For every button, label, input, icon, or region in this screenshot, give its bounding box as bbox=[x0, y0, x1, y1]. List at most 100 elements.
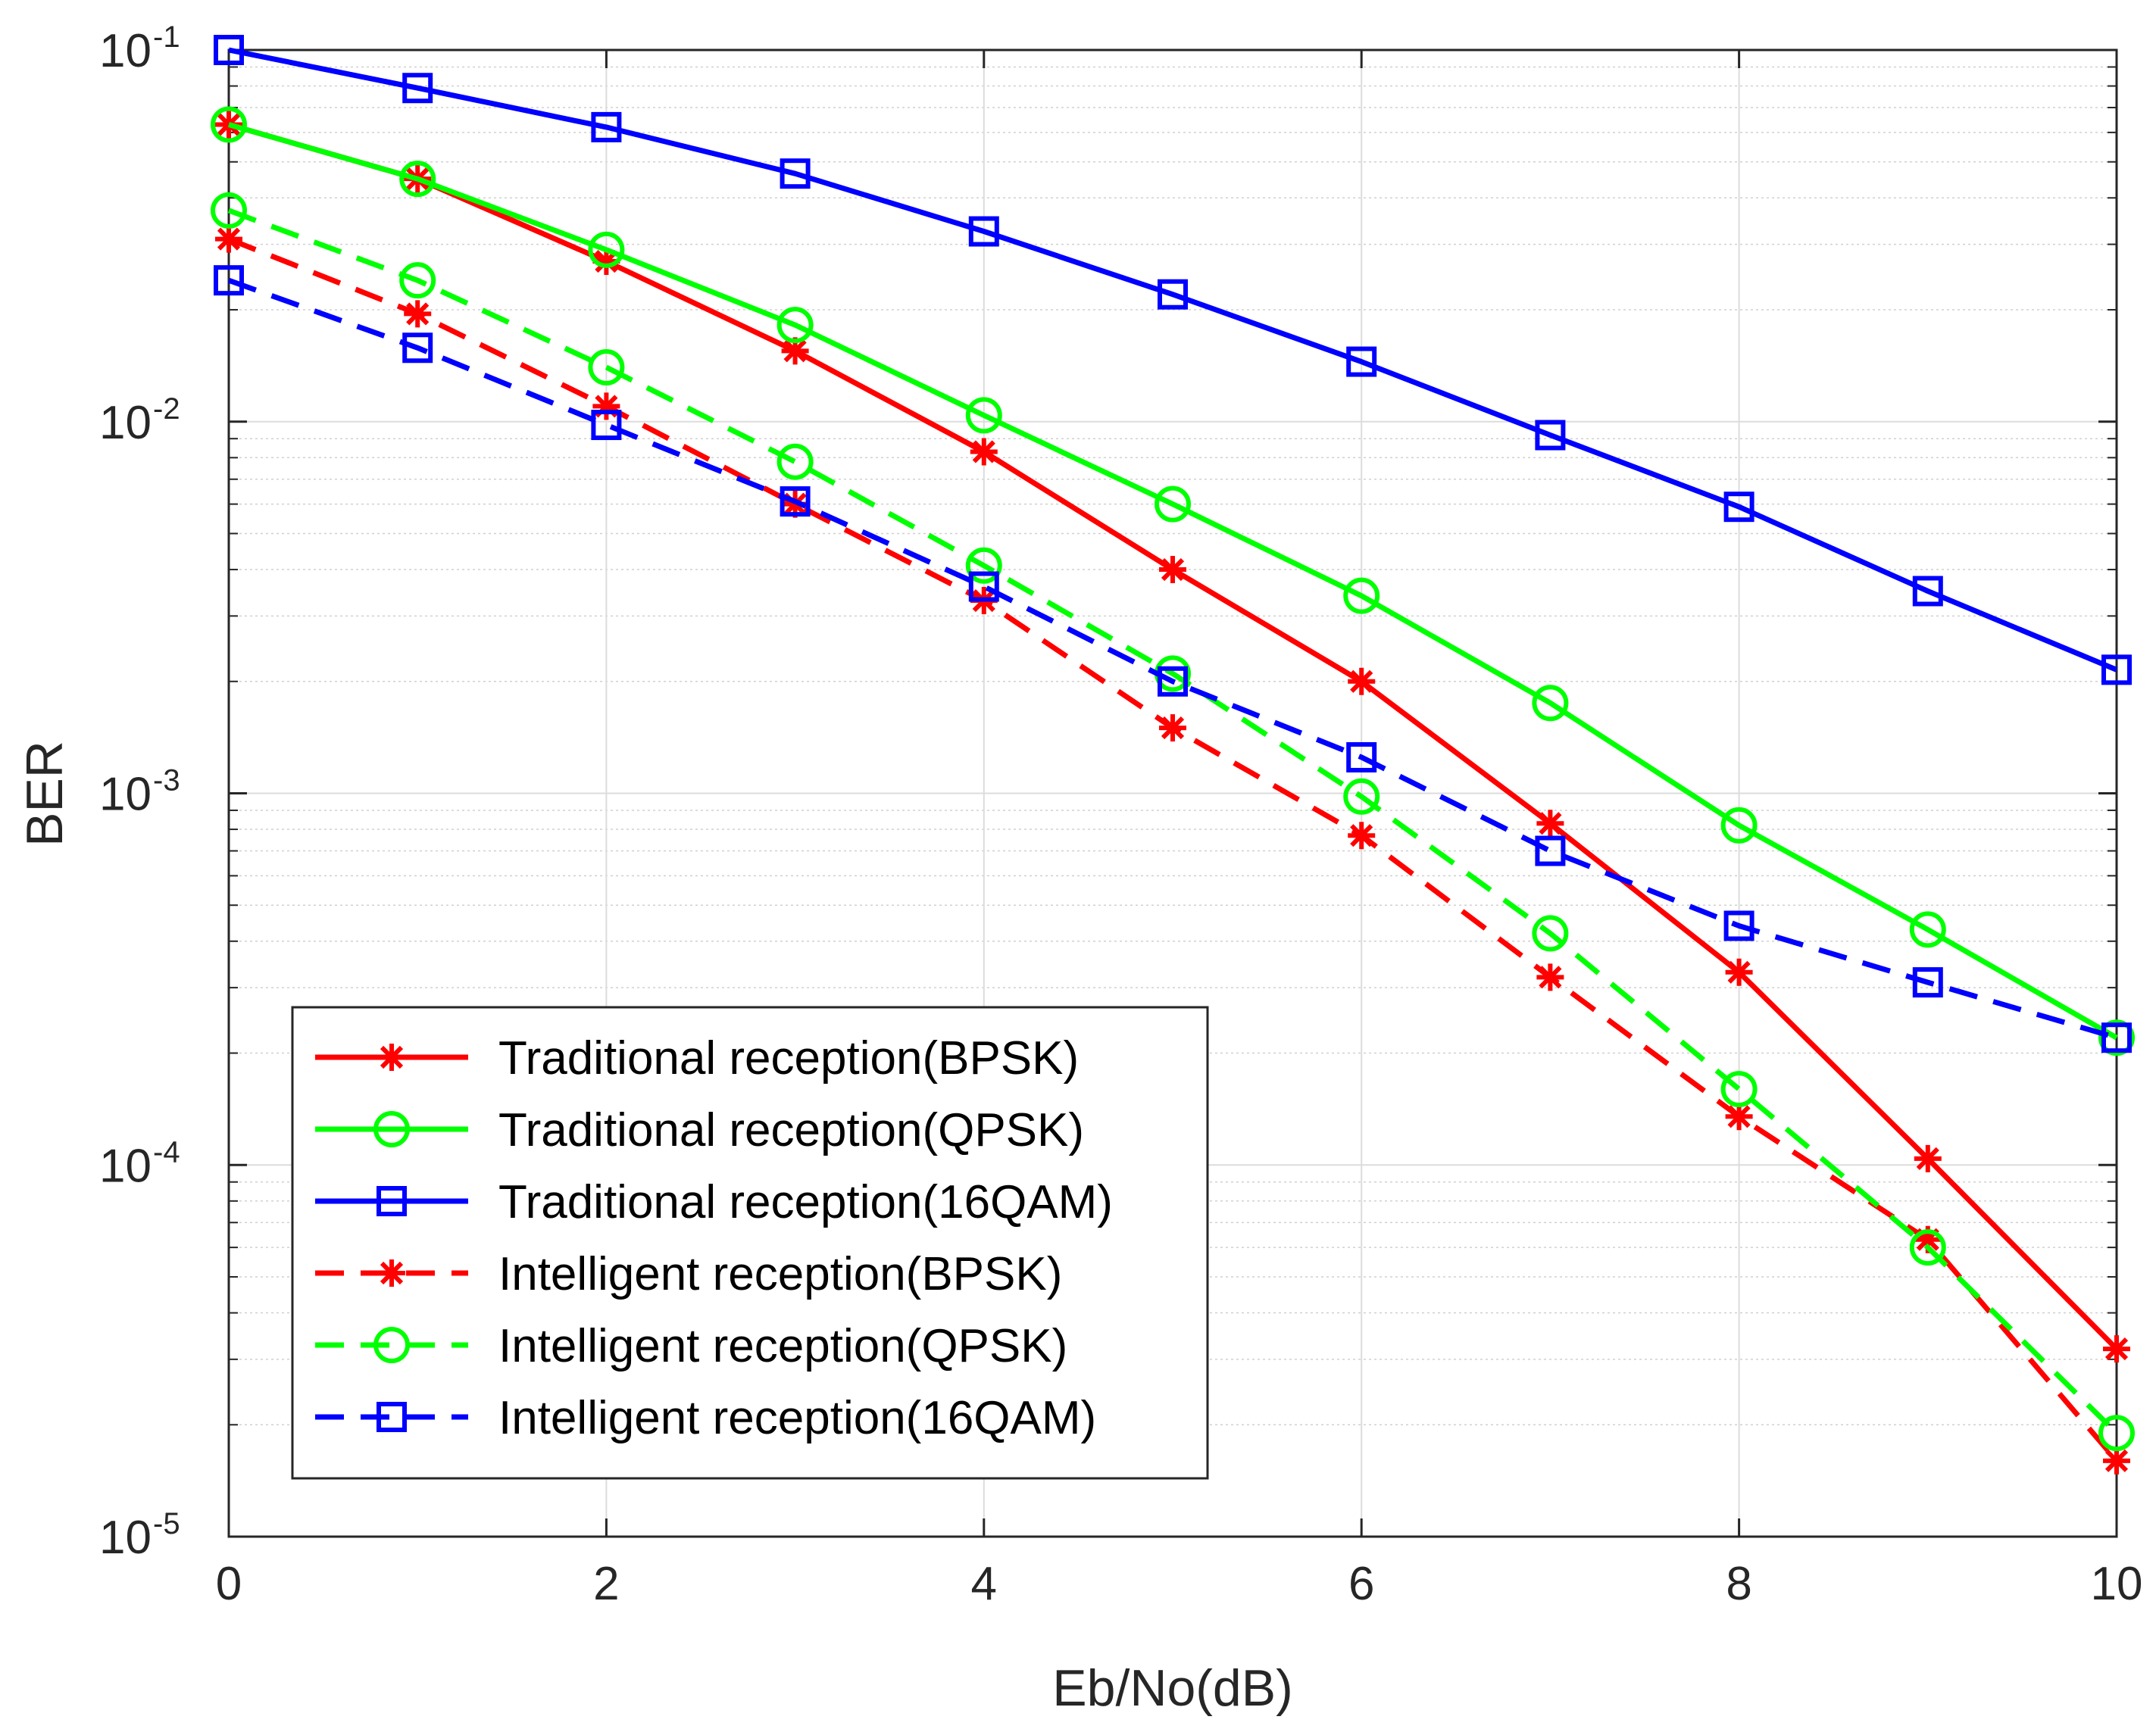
legend-entry: Intelligent reception(16QAM) bbox=[315, 1392, 1096, 1444]
y-tick-label: 10 bbox=[99, 397, 152, 449]
legend-marker bbox=[373, 1327, 410, 1363]
marker-square bbox=[968, 571, 999, 602]
series-group bbox=[211, 35, 2135, 1475]
legend-label: Traditional reception(16QAM) bbox=[498, 1176, 1113, 1228]
data-point bbox=[968, 216, 999, 247]
data-point bbox=[1348, 822, 1376, 850]
data-point bbox=[399, 161, 436, 198]
axis-ticks bbox=[227, 48, 2118, 1538]
data-point bbox=[1343, 577, 1380, 614]
data-point bbox=[1720, 807, 1758, 844]
y-tick-label: 10 bbox=[99, 25, 152, 77]
x-tick-label: 4 bbox=[971, 1558, 997, 1610]
y-tick-label: 10 bbox=[99, 1512, 152, 1564]
y-tick-exponent: -4 bbox=[153, 1135, 180, 1169]
data-point bbox=[211, 192, 247, 229]
marker-circle bbox=[399, 161, 436, 198]
legend-entry: Traditional reception(QPSK) bbox=[315, 1104, 1084, 1156]
x-tick-label: 8 bbox=[1726, 1558, 1751, 1610]
marker-square bbox=[377, 1186, 407, 1216]
data-point bbox=[591, 410, 622, 441]
data-point bbox=[588, 231, 625, 268]
data-point bbox=[211, 106, 247, 143]
marker-circle bbox=[1155, 485, 1191, 523]
marker-stroke bbox=[1161, 716, 1185, 740]
data-point bbox=[592, 392, 620, 420]
legend-marker bbox=[377, 1402, 407, 1432]
y-tick-exponent: -1 bbox=[153, 20, 180, 54]
marker-square bbox=[1346, 741, 1377, 772]
marker-square bbox=[214, 265, 244, 296]
data-point bbox=[780, 486, 811, 517]
data-point bbox=[1914, 1144, 1942, 1172]
data-point bbox=[2101, 654, 2132, 685]
marker-circle bbox=[1720, 807, 1758, 844]
marker-circle bbox=[965, 547, 1002, 584]
marker-square bbox=[1912, 967, 1943, 998]
marker-stroke bbox=[1539, 812, 1562, 835]
marker-circle bbox=[1909, 1229, 1946, 1266]
marker-square bbox=[1158, 666, 1188, 697]
data-point bbox=[1725, 958, 1753, 986]
data-point bbox=[1723, 492, 1754, 523]
data-point bbox=[402, 332, 433, 364]
marker-square bbox=[2101, 1022, 2132, 1053]
marker-square bbox=[1346, 346, 1377, 377]
series-3 bbox=[214, 35, 2132, 685]
legend-label: Intelligent reception(QPSK) bbox=[498, 1320, 1067, 1372]
marker-circle bbox=[1532, 915, 1569, 952]
data-point bbox=[588, 349, 625, 386]
axis-tick-labels: 10 -110 -210 -310 -410 -50 2 4 6 8 10 bbox=[99, 20, 2142, 1610]
marker-stroke bbox=[1539, 966, 1562, 989]
legend-entry: Traditional reception(BPSK) bbox=[315, 1032, 1079, 1085]
data-point bbox=[1532, 915, 1569, 952]
legend-label: Traditional reception(BPSK) bbox=[498, 1032, 1079, 1085]
marker-square bbox=[2101, 654, 2132, 685]
data-point bbox=[2103, 1335, 2130, 1363]
legend-label: Traditional reception(QPSK) bbox=[498, 1104, 1084, 1156]
data-point bbox=[2098, 1019, 2135, 1056]
y-tick-exponent: -3 bbox=[153, 764, 180, 797]
legend: Traditional reception(BPSK) Traditional r… bbox=[291, 1006, 1209, 1480]
series-6 bbox=[214, 265, 2132, 1053]
marker-square bbox=[1912, 576, 1943, 607]
data-point bbox=[781, 337, 809, 365]
legend-marker bbox=[373, 1111, 410, 1147]
marker-circle bbox=[211, 192, 247, 229]
data-point bbox=[968, 571, 999, 602]
legend-marker bbox=[378, 1259, 405, 1287]
data-point bbox=[1909, 911, 1946, 948]
marker-square bbox=[377, 1402, 407, 1432]
marker-circle bbox=[211, 106, 247, 143]
marker-square bbox=[591, 111, 622, 142]
marker-stroke bbox=[217, 227, 241, 251]
marker-circle bbox=[373, 1111, 410, 1147]
marker-stroke bbox=[1350, 669, 1373, 693]
data-point bbox=[965, 547, 1002, 584]
series-5 bbox=[211, 192, 2135, 1452]
marker-stroke bbox=[1350, 824, 1373, 847]
marker-circle bbox=[2098, 1019, 2135, 1056]
marker-square bbox=[402, 73, 433, 104]
data-point bbox=[214, 35, 244, 65]
data-point bbox=[215, 111, 242, 139]
marker-square bbox=[1158, 279, 1188, 310]
data-point bbox=[1723, 910, 1754, 941]
marker-square bbox=[968, 216, 999, 247]
data-point bbox=[1725, 1103, 1753, 1131]
data-point bbox=[1348, 667, 1376, 695]
marker-circle bbox=[1343, 778, 1380, 815]
data-point bbox=[970, 438, 998, 466]
data-point bbox=[1912, 967, 1943, 998]
marker-stroke bbox=[1727, 1105, 1751, 1128]
data-point bbox=[591, 111, 622, 142]
marker-circle bbox=[588, 349, 625, 386]
marker-square bbox=[591, 410, 622, 441]
data-point bbox=[1159, 556, 1186, 584]
data-point bbox=[2098, 1415, 2135, 1452]
data-point bbox=[1535, 420, 1566, 451]
marker-circle bbox=[588, 231, 625, 268]
data-point bbox=[1720, 1071, 1758, 1108]
legend-entry: Intelligent reception(BPSK) bbox=[315, 1248, 1062, 1300]
marker-square bbox=[780, 158, 811, 189]
